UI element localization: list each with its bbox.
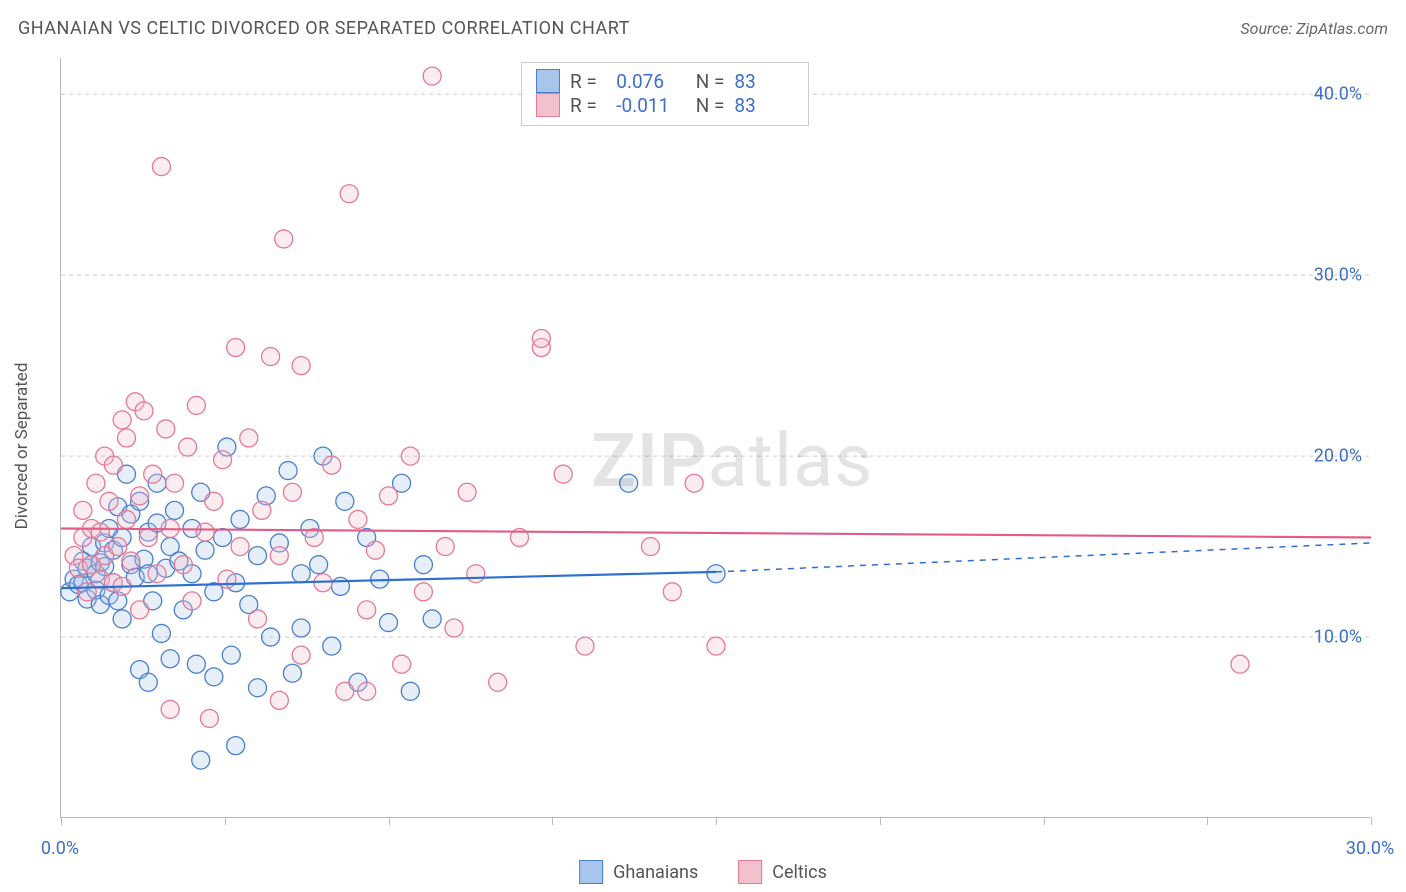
- stat-N-value: 83: [734, 70, 794, 93]
- stats-row-celtics: R = -0.011 N = 83: [536, 93, 794, 117]
- x-tick: [1371, 817, 1372, 825]
- swatch-celtics-icon: [536, 93, 560, 117]
- legend-swatch-icon: [738, 860, 762, 884]
- chart-title: GHANAIAN VS CELTIC DIVORCED OR SEPARATED…: [18, 18, 630, 39]
- stat-N-label: N =: [686, 94, 724, 117]
- plot-area: ZIPatlas R = 0.076 N = 83R = -0.011 N = …: [60, 58, 1370, 818]
- x-tick: [552, 817, 553, 825]
- swatch-ghanaians-icon: [536, 69, 560, 93]
- legend-swatch-icon: [579, 860, 603, 884]
- stat-R-value: -0.011: [616, 94, 676, 117]
- x-tick-label: 0.0%: [41, 838, 79, 859]
- x-tick: [61, 817, 62, 825]
- stat-R-label: R =: [570, 70, 606, 93]
- chart-source: Source: ZipAtlas.com: [1240, 19, 1388, 38]
- x-tick-label: 30.0%: [1346, 838, 1394, 859]
- legend: Ghanaians Celtics: [579, 860, 827, 884]
- legend-item-ghanaians: Ghanaians: [579, 860, 698, 884]
- x-tick: [389, 817, 390, 825]
- stat-N-label: N =: [686, 70, 724, 93]
- y-tick-label: 10.0%: [1314, 627, 1362, 648]
- y-axis-label: Divorced or Separated: [12, 363, 32, 530]
- legend-label: Celtics: [772, 862, 827, 883]
- x-tick: [716, 817, 717, 825]
- legend-item-celtics: Celtics: [738, 860, 827, 884]
- plot-svg: [61, 58, 1370, 817]
- y-tick-label: 40.0%: [1314, 84, 1362, 105]
- stat-R-label: R =: [570, 94, 606, 117]
- stat-N-value: 83: [734, 94, 794, 117]
- legend-label: Ghanaians: [613, 862, 698, 883]
- chart-header: GHANAIAN VS CELTIC DIVORCED OR SEPARATED…: [18, 18, 1388, 39]
- y-tick-label: 30.0%: [1314, 265, 1362, 286]
- stats-row-ghanaians: R = 0.076 N = 83: [536, 69, 794, 93]
- correlation-stats-box: R = 0.076 N = 83R = -0.011 N = 83: [521, 62, 809, 126]
- x-tick: [880, 817, 881, 825]
- y-tick-label: 20.0%: [1314, 446, 1362, 467]
- x-tick: [1044, 817, 1045, 825]
- x-tick: [225, 817, 226, 825]
- x-tick: [1207, 817, 1208, 825]
- stat-R-value: 0.076: [616, 70, 676, 93]
